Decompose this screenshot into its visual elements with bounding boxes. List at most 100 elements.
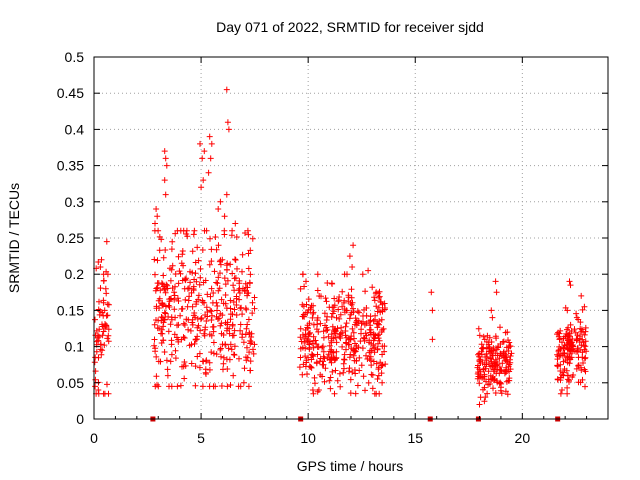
data-point — [320, 358, 326, 365]
data-point — [213, 246, 220, 253]
data-point — [323, 298, 330, 305]
data-point — [303, 359, 310, 366]
data-point — [96, 298, 102, 305]
data-point — [579, 336, 586, 343]
data-point — [306, 344, 313, 351]
data-point — [488, 358, 495, 365]
data-point — [564, 307, 571, 314]
y-tick-label: 0.3 — [65, 194, 85, 210]
data-point — [314, 271, 321, 278]
data-point — [169, 262, 176, 269]
data-point — [561, 366, 568, 372]
data-point — [577, 333, 583, 340]
data-point — [506, 343, 513, 349]
data-point — [328, 337, 335, 344]
data-point — [474, 375, 481, 382]
data-point — [154, 325, 161, 332]
data-point — [308, 364, 315, 371]
data-point — [161, 309, 168, 316]
data-point — [308, 302, 315, 309]
data-point — [556, 330, 563, 337]
data-point — [167, 321, 174, 328]
data-point — [315, 328, 322, 335]
data-point — [298, 338, 305, 345]
data-point — [245, 383, 252, 390]
data-point — [202, 277, 209, 284]
data-point — [192, 314, 199, 321]
data-point — [230, 351, 237, 358]
data-point — [307, 338, 314, 345]
data-point — [102, 285, 109, 292]
data-point — [208, 246, 215, 253]
data-point — [231, 306, 238, 313]
data-point — [191, 310, 198, 316]
data-point — [341, 356, 347, 363]
data-point — [483, 350, 490, 357]
data-point — [174, 295, 181, 302]
data-point — [475, 325, 482, 332]
data-point — [314, 287, 321, 294]
data-point — [577, 379, 584, 386]
data-point — [370, 358, 377, 365]
data-point — [493, 289, 500, 296]
data-point — [182, 276, 188, 283]
data-point — [240, 285, 246, 292]
data-point — [303, 278, 309, 285]
data-point — [175, 298, 182, 304]
data-point — [350, 242, 357, 249]
data-point — [505, 337, 511, 344]
data-point — [215, 287, 222, 294]
data-point — [362, 288, 369, 295]
data-point — [562, 357, 569, 364]
data-point — [304, 371, 310, 378]
x-tick-label: 0 — [90, 430, 98, 446]
data-point — [231, 275, 238, 282]
data-point — [236, 290, 243, 296]
data-point — [557, 368, 564, 374]
data-point — [199, 299, 206, 306]
data-point — [180, 227, 187, 234]
data-point — [172, 314, 179, 321]
data-point — [327, 385, 334, 392]
data-point — [348, 301, 355, 308]
data-point — [105, 338, 112, 345]
data-point — [244, 284, 250, 291]
data-point — [158, 236, 165, 243]
data-point — [375, 335, 382, 342]
data-point — [505, 344, 512, 351]
data-point — [336, 315, 343, 322]
data-point — [160, 254, 167, 261]
data-point — [347, 376, 354, 383]
data-point — [343, 340, 350, 347]
data-point — [104, 381, 110, 388]
data-point — [223, 86, 230, 93]
data-point — [208, 317, 215, 323]
data-point — [162, 155, 169, 162]
data-point — [233, 302, 240, 308]
data-point — [503, 358, 510, 365]
data-point — [308, 356, 315, 363]
data-point — [233, 312, 240, 318]
data-point — [188, 341, 195, 348]
data-point — [237, 383, 244, 390]
data-point — [375, 340, 381, 347]
data-point — [190, 231, 197, 238]
data-point — [160, 337, 167, 344]
data-point — [573, 314, 580, 321]
data-point — [189, 248, 196, 255]
data-point — [481, 384, 488, 391]
data-point — [567, 282, 574, 289]
data-point — [153, 353, 160, 360]
data-point — [203, 304, 210, 311]
data-point — [212, 234, 219, 240]
data-point — [379, 362, 386, 368]
data-point — [339, 288, 346, 295]
data-point — [310, 390, 317, 397]
data-point — [495, 343, 501, 350]
data-point — [498, 390, 505, 397]
data-point — [162, 285, 169, 292]
data-point — [349, 264, 356, 270]
data-point — [223, 191, 230, 198]
x-tick-label: 10 — [300, 430, 316, 446]
data-point — [300, 313, 307, 320]
